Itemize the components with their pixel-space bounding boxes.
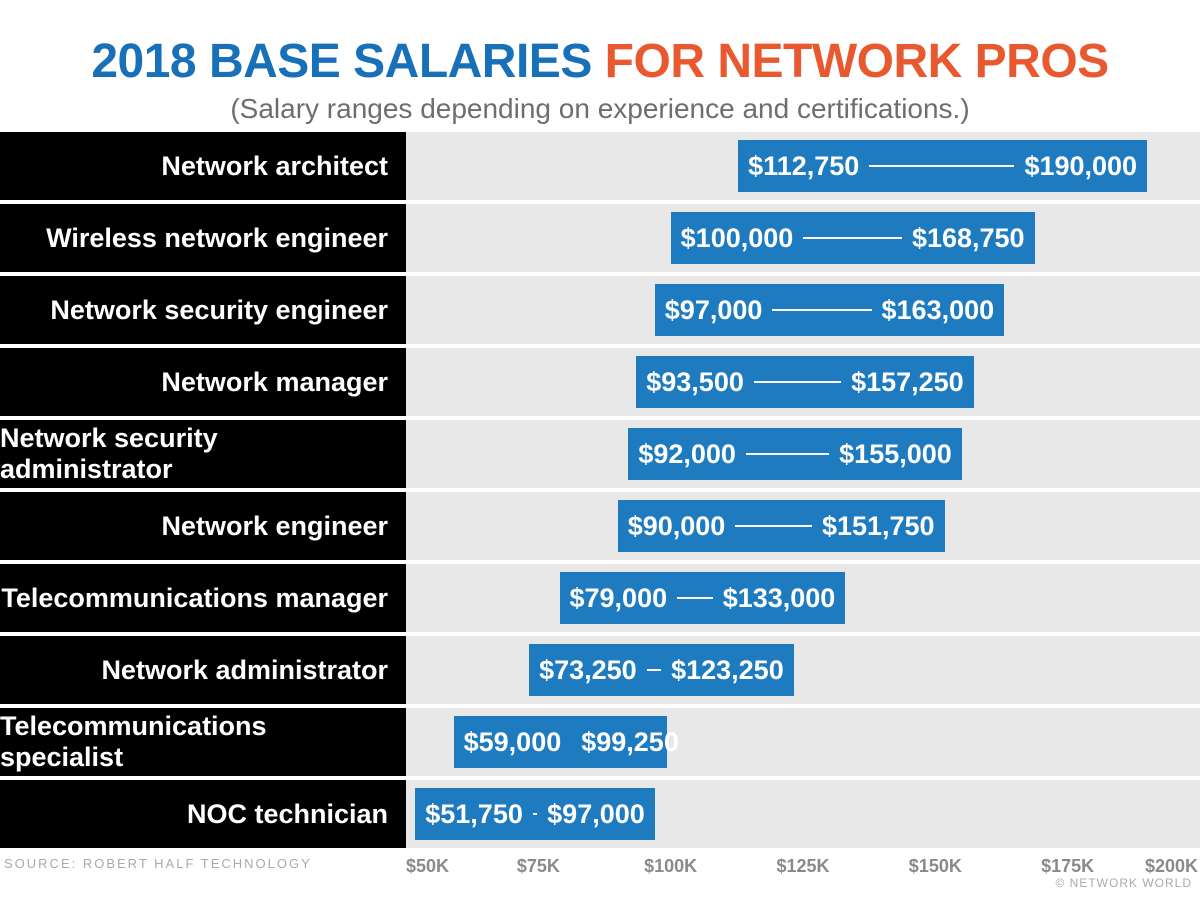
salary-row: Telecommunications manager $79,000 $133,00… [0, 564, 1200, 632]
low-value: $51,750 [425, 799, 523, 830]
low-value: $59,000 [464, 727, 562, 758]
salary-range-bar: $59,000$99,250 [454, 716, 667, 768]
row-track: $97,000 $163,000 [406, 276, 1200, 344]
salary-range-bar: $51,750 $97,000 [415, 788, 655, 840]
low-value: $112,750 [748, 151, 859, 182]
range-connector [746, 453, 829, 455]
salary-row: Network manager $93,500 $157,250 [0, 348, 1200, 416]
salary-range-bar: $112,750 $190,000 [738, 140, 1147, 192]
role-label: Network administrator [0, 636, 406, 704]
high-value: $155,000 [839, 439, 952, 470]
low-value: $90,000 [628, 511, 726, 542]
role-label: Network architect [0, 132, 406, 200]
high-value: $99,250 [581, 727, 679, 758]
row-track: $100,000 $168,750 [406, 204, 1200, 272]
salary-row: Network security administrator $92,000 $15… [0, 420, 1200, 488]
range-connector [533, 813, 537, 815]
high-value: $133,000 [723, 583, 836, 614]
salary-range-bar: $100,000 $168,750 [671, 212, 1035, 264]
salary-range-bar: $93,500 $157,250 [636, 356, 973, 408]
row-track: $59,000 $99,250 [406, 708, 1200, 776]
axis-tick: $175K [1041, 856, 1094, 877]
high-value: $168,750 [912, 223, 1025, 254]
high-value: $163,000 [882, 295, 995, 326]
range-connector [647, 669, 661, 671]
row-track: $93,500 $157,250 [406, 348, 1200, 416]
title-part-1: 2018 BASE SALARIES [91, 35, 604, 88]
salary-range-bar: $90,000 $151,750 [618, 500, 945, 552]
high-value: $157,250 [851, 367, 964, 398]
range-connector [772, 309, 871, 311]
role-label: Telecommunications manager [0, 564, 406, 632]
axis-tick: $50K [406, 856, 449, 877]
high-value: $151,750 [822, 511, 935, 542]
row-track: $112,750 $190,000 [406, 132, 1200, 200]
axis-tick: $100K [644, 856, 697, 877]
role-label: Network manager [0, 348, 406, 416]
low-value: $100,000 [681, 223, 794, 254]
range-connector [677, 597, 713, 599]
title-part-2: FOR NETWORK PROS [605, 35, 1109, 88]
row-track: $79,000 $133,000 [406, 564, 1200, 632]
low-value: $93,500 [646, 367, 744, 398]
range-connector [735, 525, 812, 527]
x-axis: $50K $75K $100K $125K $150K $175K $200K [406, 856, 1200, 876]
salary-row: Network security engineer $97,000 $163,000 [0, 276, 1200, 344]
salary-row: NOC technician $51,750 $97,000 [0, 780, 1200, 848]
salary-range-bar: $73,250 $123,250 [529, 644, 794, 696]
role-label: Telecommunications specialist [0, 708, 406, 776]
salary-range-bar: $97,000 $163,000 [655, 284, 1004, 336]
salary-row: Wireless network engineer $100,000 $168,75… [0, 204, 1200, 272]
copyright-label: © NETWORK WORLD [1055, 876, 1192, 890]
axis-tick: $150K [909, 856, 962, 877]
salary-row: Telecommunications specialist $59,000 $99,… [0, 708, 1200, 776]
row-track: $90,000 $151,750 [406, 492, 1200, 560]
row-track: $51,750 $97,000 [406, 780, 1200, 848]
salary-row: Network engineer $90,000 $151,750 [0, 492, 1200, 560]
chart-title: 2018 BASE SALARIES FOR NETWORK PROS [0, 34, 1200, 89]
row-track: $92,000 $155,000 [406, 420, 1200, 488]
role-label: Network security administrator [0, 420, 406, 488]
role-label: Network security engineer [0, 276, 406, 344]
range-connector [869, 165, 1014, 167]
high-value: $190,000 [1024, 151, 1137, 182]
low-value: $92,000 [638, 439, 736, 470]
salary-range-bar: $79,000 $133,000 [560, 572, 846, 624]
high-value: $97,000 [547, 799, 645, 830]
axis-tick: $125K [776, 856, 829, 877]
salary-row: Network administrator $73,250 $123,250 [0, 636, 1200, 704]
range-connector [803, 237, 902, 239]
role-label: Network engineer [0, 492, 406, 560]
salary-range-chart: Network architect $112,750 $190,000 Wireles… [0, 132, 1200, 852]
range-connector [754, 381, 841, 383]
salary-range-bar: $92,000 $155,000 [628, 428, 961, 480]
role-label: Wireless network engineer [0, 204, 406, 272]
low-value: $79,000 [570, 583, 668, 614]
header: 2018 BASE SALARIES FOR NETWORK PROS (Sal… [0, 0, 1200, 125]
axis-tick: $75K [517, 856, 560, 877]
low-value: $97,000 [665, 295, 763, 326]
high-value: $123,250 [671, 655, 784, 686]
role-label: NOC technician [0, 780, 406, 848]
chart-subtitle: (Salary ranges depending on experience a… [0, 93, 1200, 125]
source-label: SOURCE: ROBERT HALF TECHNOLOGY [0, 856, 406, 871]
axis-tick: $200K [1145, 856, 1198, 877]
salary-row: Network architect $112,750 $190,000 [0, 132, 1200, 200]
row-track: $73,250 $123,250 [406, 636, 1200, 704]
low-value: $73,250 [539, 655, 637, 686]
